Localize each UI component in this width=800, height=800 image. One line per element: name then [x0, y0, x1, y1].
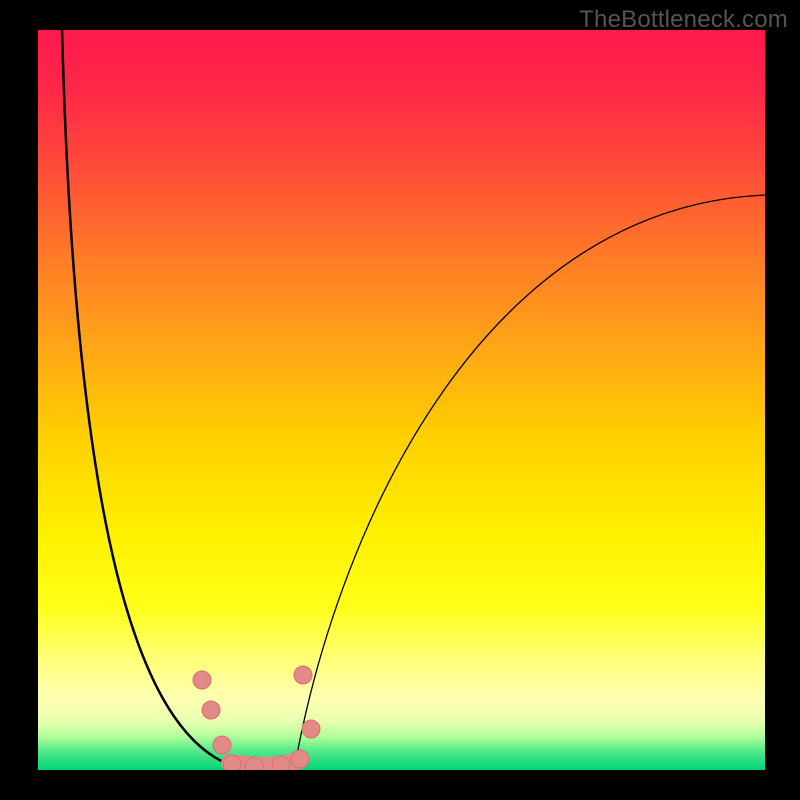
marker-dot — [223, 755, 241, 770]
watermark-text: TheBottleneck.com — [579, 6, 788, 34]
marker-dot — [202, 701, 220, 719]
marker-dot — [302, 720, 320, 738]
marker-dot — [193, 671, 211, 689]
marker-dot — [291, 750, 309, 768]
data-markers — [38, 30, 765, 770]
marker-dot — [272, 756, 290, 770]
marker-dot — [294, 666, 312, 684]
marker-dot — [245, 757, 263, 770]
marker-dots — [193, 666, 320, 770]
chart-container: TheBottleneck.com — [0, 0, 800, 800]
marker-dot — [213, 736, 231, 754]
plot-area — [38, 30, 765, 770]
